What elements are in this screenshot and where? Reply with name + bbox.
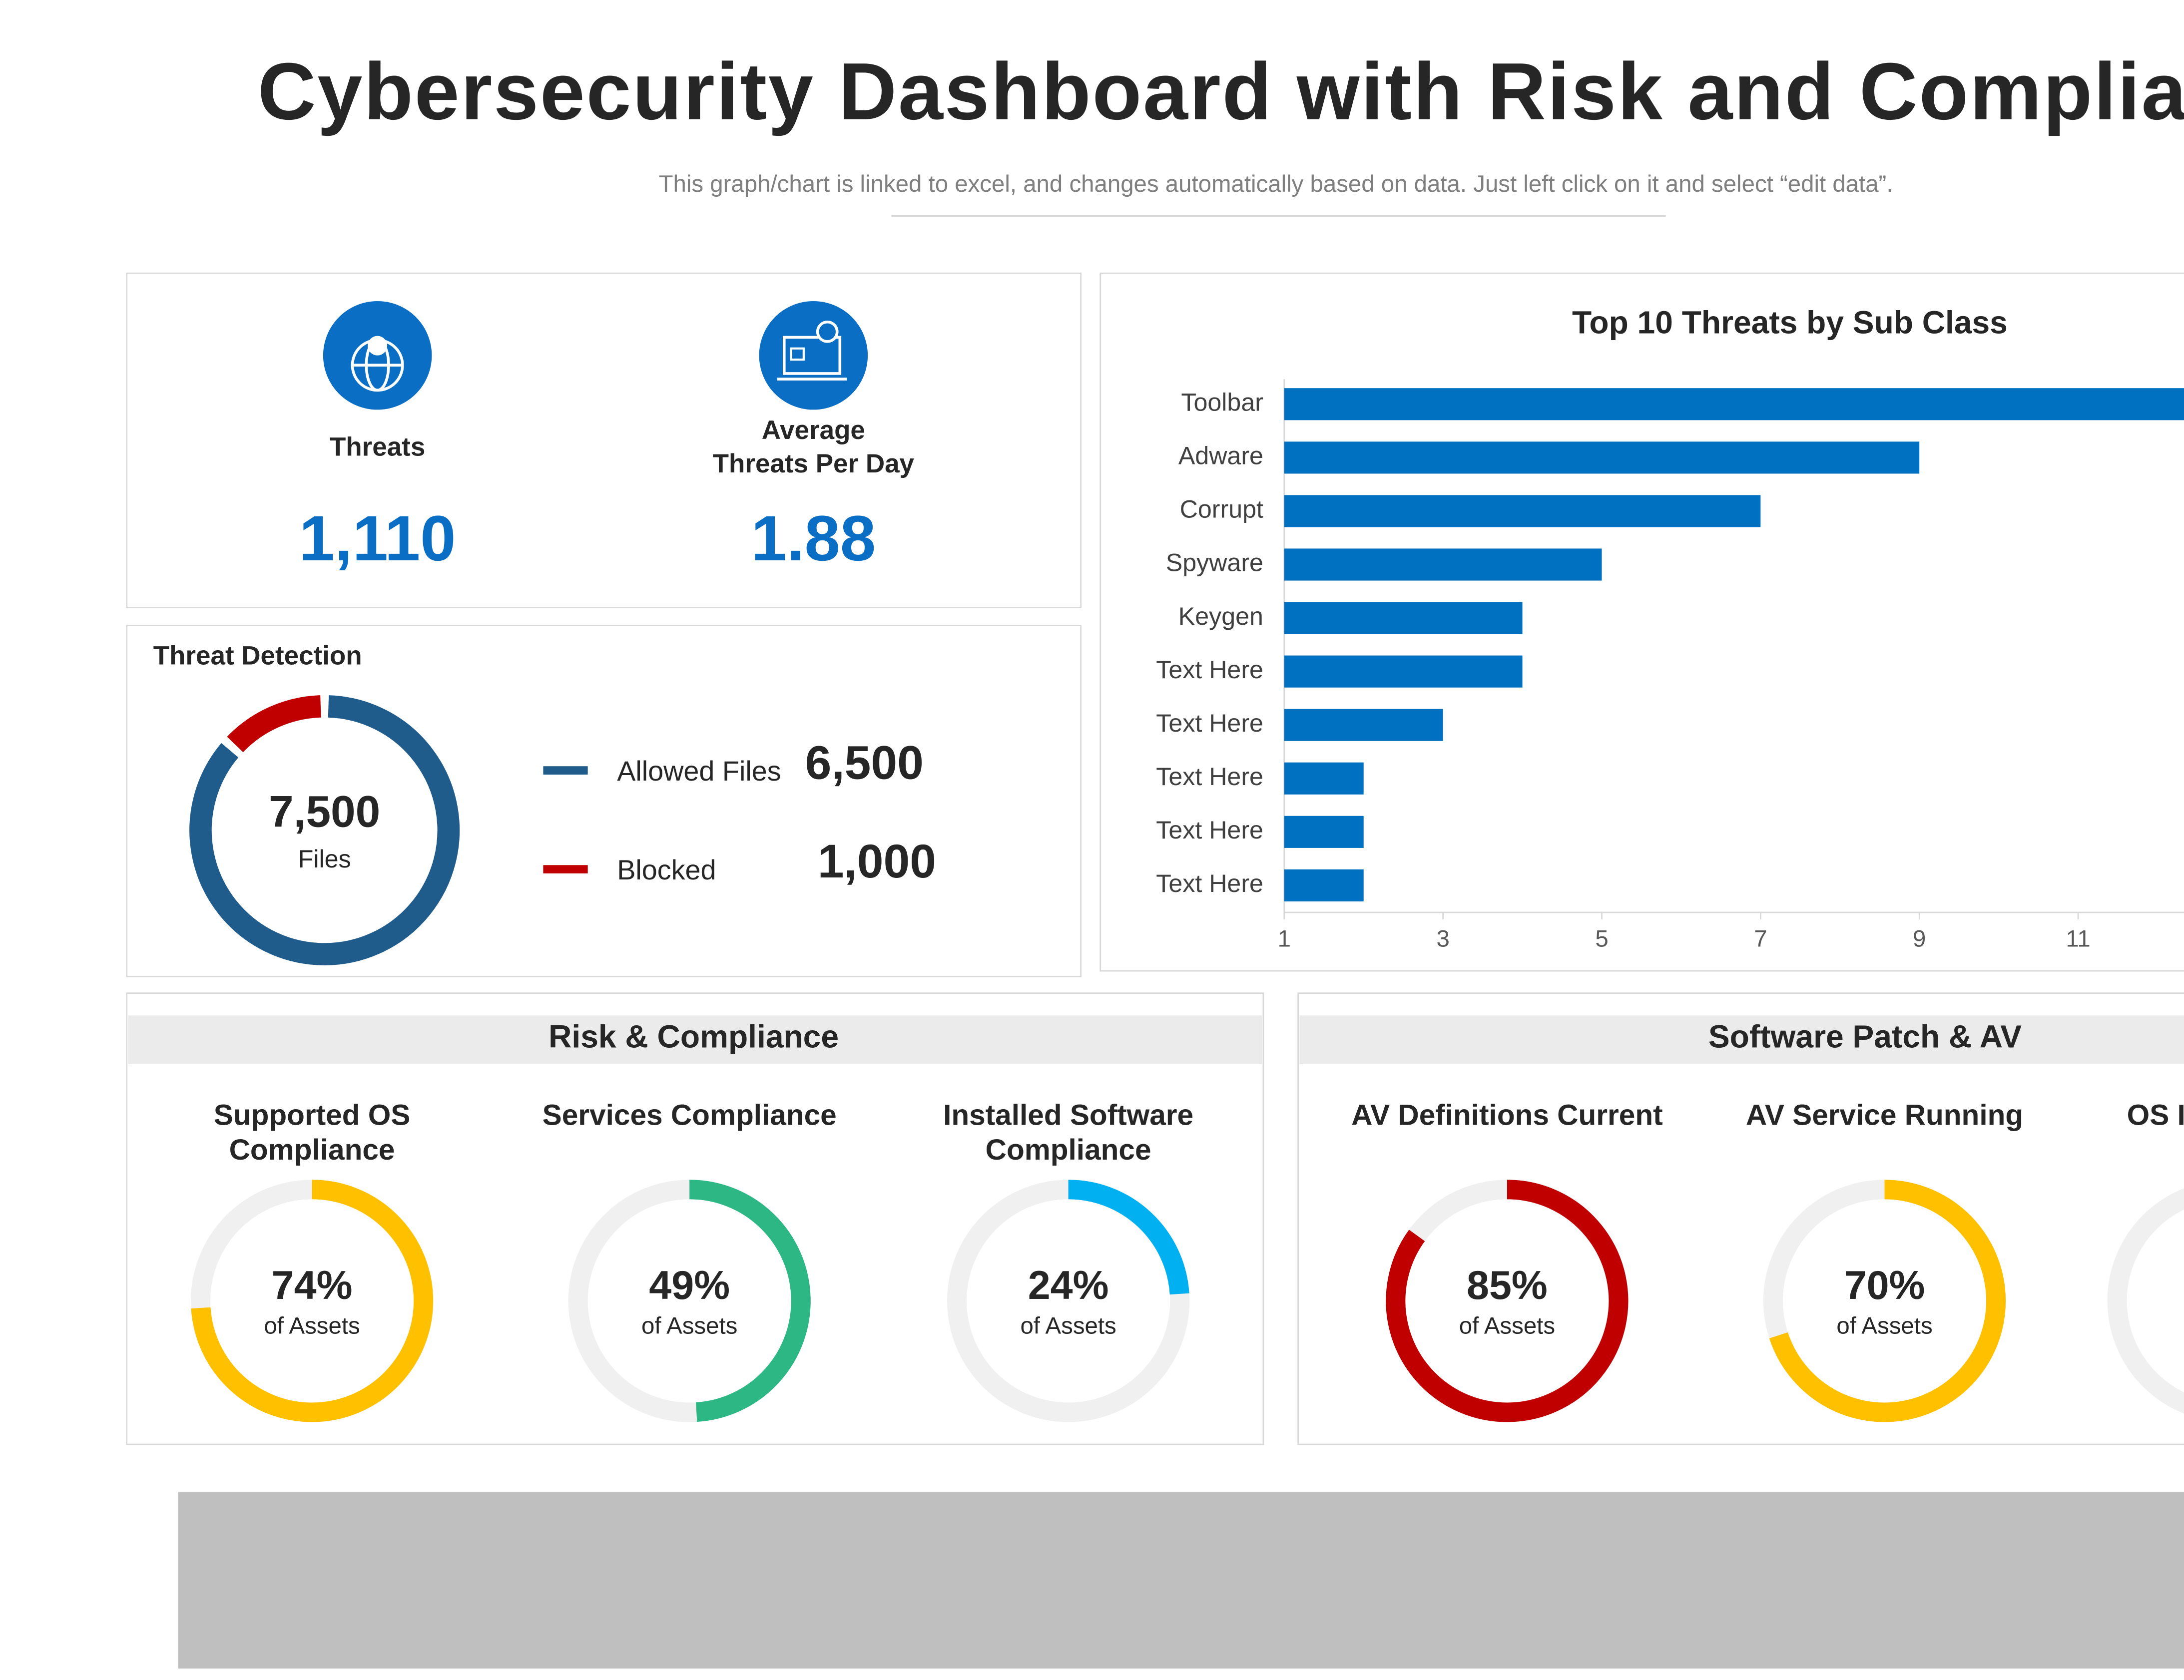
panel-header (128, 1015, 1262, 1064)
kpi-label: Threats (330, 432, 425, 461)
donut-caption: Files (298, 845, 351, 873)
y-tick-label: Text Here (1156, 816, 1263, 844)
panel-title: Risk & Compliance (548, 1019, 839, 1055)
risk-panel (126, 992, 1264, 1445)
bar (1284, 762, 1364, 795)
bar (1284, 602, 1523, 634)
kpi-value: 1,110 (299, 503, 456, 574)
bar (1284, 548, 1602, 581)
y-tick-label: Adware (1178, 442, 1263, 470)
detection-panel (126, 625, 1082, 977)
patch-panel (1297, 992, 2184, 1445)
y-tick-label: Corrupt (1180, 495, 1263, 523)
gauge-value: 85% (1467, 1263, 1548, 1308)
y-tick-label: Spyware (1166, 549, 1263, 577)
gauge-track (2107, 1188, 2184, 1414)
gauge-label: Compliance (229, 1134, 395, 1166)
gauge-value: 74% (272, 1263, 353, 1308)
bar (1284, 709, 1443, 741)
donut-segment (227, 695, 321, 753)
gauge-arc (191, 1180, 434, 1422)
bar (1284, 495, 1761, 527)
bar (1284, 816, 1364, 848)
legend-value: 1,000 (818, 835, 936, 888)
kpi-label: Average (762, 416, 865, 445)
gauge-value: 24% (1028, 1263, 1109, 1308)
x-tick-label: 1 (1278, 925, 1291, 952)
gauge-arc (1068, 1180, 1189, 1295)
kpi-value: 1.88 (751, 503, 876, 574)
legend-value: 6,500 (805, 736, 924, 789)
gauge-label: Services Compliance (543, 1099, 837, 1131)
gauge-arc (689, 1180, 811, 1422)
gauge-label: Installed Software (943, 1099, 1193, 1131)
y-tick-label: Text Here (1156, 709, 1263, 737)
gauge-arc (1769, 1180, 2006, 1422)
footer-band (178, 1491, 2184, 1669)
x-tick-label: 11 (2066, 925, 2090, 952)
y-tick-label: Text Here (1156, 869, 1263, 897)
gauge-label: OS I (2127, 1099, 2184, 1131)
gauge-label: AV Definitions Current (1351, 1099, 1662, 1131)
x-tick-label: 3 (1436, 925, 1449, 952)
gauge-value: 49% (649, 1263, 730, 1308)
x-tick-label: 9 (1913, 925, 1926, 952)
bar (1284, 388, 2184, 420)
bar (1284, 655, 1523, 688)
legend-label: Allowed Files (617, 756, 781, 787)
x-tick-label: 7 (1754, 925, 1767, 952)
chart-title: Top 10 Threats by Sub Class (1572, 304, 2008, 340)
subtitle: This graph/chart is linked to excel, and… (659, 171, 1893, 197)
kpi-panel (126, 272, 1082, 608)
panel-header (1299, 1015, 2184, 1064)
donut-segment (189, 695, 460, 965)
y-tick-label: Text Here (1156, 763, 1263, 791)
panel-title: Software Patch & AV (1708, 1019, 2022, 1055)
chart-panel (1099, 272, 2184, 972)
gauge-caption: of Assets (1020, 1312, 1116, 1339)
kpi-label: Threats Per Day (713, 449, 915, 478)
gauge-caption: of Assets (641, 1312, 737, 1339)
x-tick-label: 5 (1595, 925, 1608, 952)
gauge-caption: of Assets (1836, 1312, 1932, 1339)
y-tick-label: Keygen (1178, 602, 1263, 630)
donut-total: 7,500 (269, 786, 380, 836)
gauge-caption: of Assets (1459, 1312, 1555, 1339)
page-title: Cybersecurity Dashboard with Risk and Co… (258, 47, 2184, 137)
bar (1284, 869, 1364, 901)
gauge-caption: of Assets (264, 1312, 360, 1339)
gauge-label: Compliance (986, 1134, 1151, 1166)
legend-label: Blocked (617, 854, 716, 885)
gauge-arc (1386, 1180, 1629, 1422)
monitor-icon (759, 301, 868, 410)
threat-icon (323, 301, 432, 410)
y-tick-label: Text Here (1156, 656, 1263, 684)
gauge-label: AV Service Running (1746, 1099, 2023, 1131)
gauge-label: Supported OS (214, 1099, 411, 1131)
gauge-value: 70% (1844, 1263, 1925, 1308)
bar (1284, 441, 1920, 474)
y-tick-label: Toolbar (1181, 389, 1263, 417)
panel-title: Threat Detection (153, 641, 362, 671)
